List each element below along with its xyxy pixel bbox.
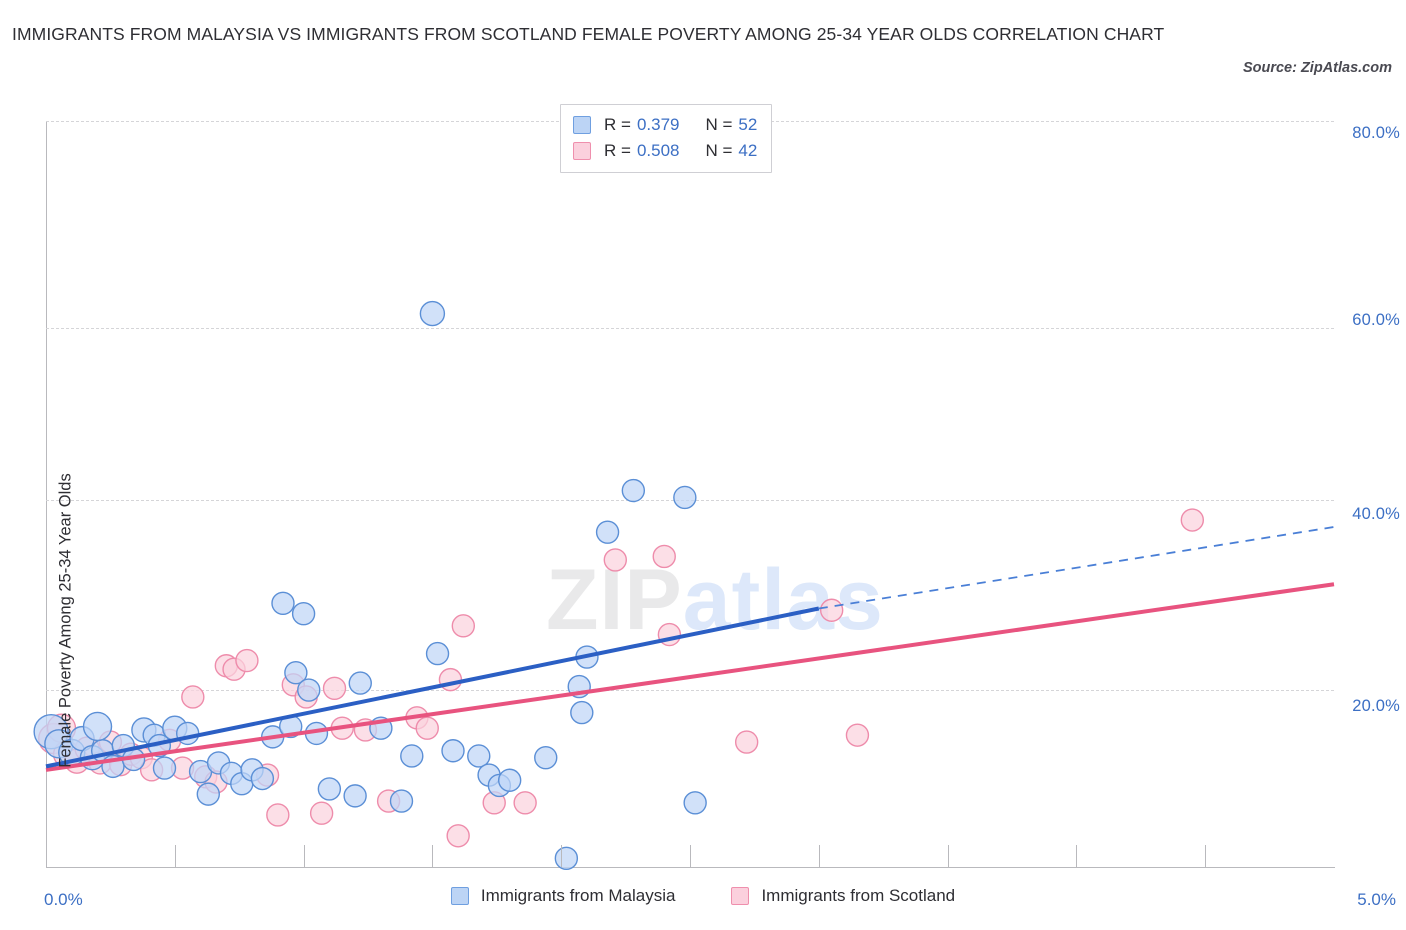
data-point-malaysia[interactable]: [152, 756, 177, 780]
data-point-malaysia[interactable]: [534, 746, 558, 770]
data-point-malaysia[interactable]: [441, 739, 465, 763]
data-point-malaysia[interactable]: [467, 744, 491, 768]
malaysia-points-group: [33, 300, 707, 871]
plot-area: ZIPatlas Female Poverty Among 25-34 Year…: [33, 121, 1335, 871]
data-point-scotland[interactable]: [845, 723, 870, 747]
data-point-malaysia[interactable]: [250, 766, 275, 791]
data-point-scotland[interactable]: [819, 598, 844, 622]
data-point-malaysia[interactable]: [389, 789, 414, 813]
data-point-malaysia[interactable]: [554, 846, 579, 871]
r-value-pink: 0.508: [636, 141, 680, 160]
n-label-blue: N =: [705, 115, 733, 134]
data-point-scotland[interactable]: [734, 730, 759, 754]
x-tick-label-min: 0.0%: [44, 890, 83, 909]
r-label-blue: R =: [604, 115, 631, 134]
data-point-malaysia[interactable]: [683, 791, 707, 815]
stat-row-scotland: R = 0.508 N = 42: [573, 138, 757, 164]
r-label-pink: R =: [604, 141, 631, 160]
legend-label-scotland: Immigrants from Scotland: [761, 886, 956, 905]
data-point-scotland[interactable]: [181, 685, 205, 709]
correlation-stats-legend: R = 0.379 N = 52 R = 0.508 N = 42: [560, 104, 773, 173]
data-point-scotland[interactable]: [235, 648, 259, 673]
gridline-20: [46, 690, 1334, 691]
data-point-malaysia[interactable]: [400, 744, 424, 768]
data-point-malaysia[interactable]: [419, 300, 446, 327]
data-point-malaysia[interactable]: [271, 591, 295, 615]
trendlines-group: [45, 526, 1335, 772]
data-point-malaysia[interactable]: [82, 711, 113, 742]
legend-swatch-pink-icon: [573, 142, 591, 160]
series-legend: Immigrants from Malaysia Immigrants from…: [0, 886, 1406, 906]
y-tick-label-60: 60.0%: [1352, 311, 1400, 329]
legend-swatch-malaysia-icon: [450, 887, 469, 905]
scatter-data-layer: [33, 300, 1335, 871]
data-point-malaysia[interactable]: [595, 520, 620, 544]
data-point-malaysia[interactable]: [175, 721, 200, 746]
data-point-scotland[interactable]: [415, 716, 439, 740]
data-point-malaysia[interactable]: [621, 478, 646, 503]
legend-item-malaysia[interactable]: Immigrants from Malaysia: [450, 886, 676, 906]
x-axis-tick: [818, 845, 820, 867]
y-tick-label-40: 40.0%: [1352, 505, 1400, 523]
n-value-pink: 42: [738, 141, 758, 160]
data-point-scotland[interactable]: [513, 791, 537, 815]
r-value-blue: 0.379: [636, 115, 680, 134]
legend-label-malaysia: Immigrants from Malaysia: [480, 886, 676, 905]
legend-swatch-scotland-icon: [731, 887, 750, 905]
y-axis-line: [46, 121, 47, 868]
x-axis-tick: [174, 845, 176, 867]
trendline-malaysia-extrapolated: [818, 526, 1335, 610]
legend-swatch-blue-icon: [573, 116, 591, 134]
trendline-scotland: [45, 582, 1335, 772]
data-point-malaysia[interactable]: [497, 768, 522, 792]
x-axis-tick: [561, 845, 563, 867]
y-axis-title: Female Poverty Among 25-34 Year Olds: [56, 473, 75, 768]
data-point-malaysia[interactable]: [317, 777, 342, 801]
x-axis-tick: [432, 845, 434, 867]
data-point-scotland[interactable]: [1180, 508, 1205, 532]
legend-item-scotland[interactable]: Immigrants from Scotland: [731, 886, 955, 906]
n-value-blue: 52: [738, 115, 758, 134]
data-point-malaysia[interactable]: [343, 784, 367, 808]
data-point-malaysia[interactable]: [284, 660, 308, 685]
data-point-scotland[interactable]: [446, 824, 470, 848]
page-title: IMMIGRANTS FROM MALAYSIA VS IMMIGRANTS F…: [12, 24, 1165, 44]
x-axis-tick: [1076, 845, 1078, 867]
data-point-scotland[interactable]: [603, 548, 627, 572]
data-point-malaysia[interactable]: [348, 671, 372, 695]
x-axis-tick: [303, 845, 305, 867]
source-attribution: Source: ZipAtlas.com: [1242, 60, 1392, 76]
data-point-scotland[interactable]: [309, 801, 334, 825]
x-axis-tick: [690, 845, 691, 867]
data-point-malaysia[interactable]: [291, 602, 316, 626]
x-axis-line: [46, 867, 1335, 868]
x-axis-tick: [1205, 845, 1207, 867]
data-point-malaysia[interactable]: [425, 641, 450, 666]
data-point-scotland[interactable]: [322, 676, 347, 701]
data-point-malaysia[interactable]: [196, 782, 220, 806]
y-tick-label-20: 20.0%: [1352, 697, 1400, 715]
stat-row-malaysia: R = 0.379 N = 52: [573, 112, 757, 138]
x-tick-label-max: 5.0%: [1357, 890, 1396, 909]
data-point-malaysia[interactable]: [570, 700, 594, 725]
gridline-60: [46, 328, 1334, 329]
data-point-scotland[interactable]: [266, 803, 290, 827]
trendline-malaysia: [45, 606, 820, 769]
data-point-malaysia[interactable]: [673, 485, 697, 510]
data-point-scotland[interactable]: [451, 614, 476, 638]
data-point-malaysia[interactable]: [297, 678, 321, 702]
n-label-pink: N =: [705, 141, 733, 160]
data-point-scotland[interactable]: [652, 544, 676, 569]
y-tick-label-80: 80.0%: [1352, 124, 1400, 142]
x-axis-tick: [947, 845, 949, 867]
